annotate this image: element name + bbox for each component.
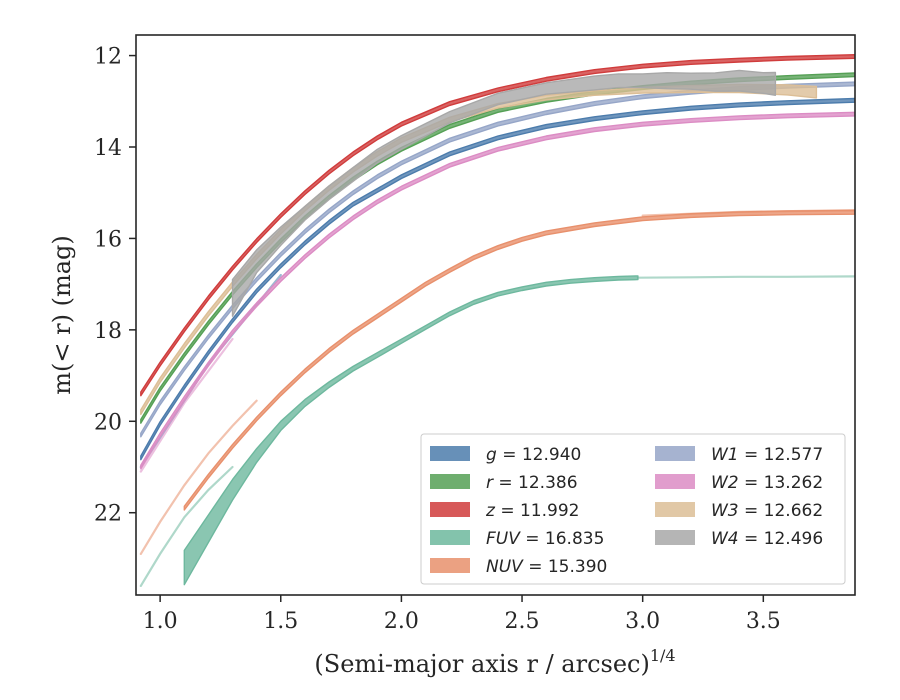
y-tick-label: 18 (94, 319, 122, 344)
legend-label-r: r = 12.386 (486, 473, 578, 493)
extrapolation-line-fuv-1 (139, 465, 234, 588)
legend-swatch-g (430, 446, 470, 461)
legend-label-w2: W2 = 13.262 (711, 473, 823, 493)
legend-box (420, 433, 846, 585)
series-band-w2 (140, 111, 855, 470)
x-tick-label: 1.5 (263, 609, 298, 634)
x-axis-label: (Semi-major axis r / arcsec)1/4 (314, 646, 675, 678)
legend-swatch-w3 (655, 502, 695, 517)
legend-swatch-fuv (430, 530, 470, 545)
series-band-nuv (183, 209, 855, 511)
plot-frame (135, 34, 856, 596)
series-layer (140, 54, 855, 586)
y-tick-label: 16 (94, 227, 122, 252)
y-axis-label: m(< r) (mag) (48, 235, 76, 394)
legend-swatch-r (430, 474, 470, 489)
legend: g = 12.940 r = 12.386 z = 11.992 FUV = 16.8… (420, 433, 846, 585)
legend-label-z: z = 11.992 (485, 501, 579, 521)
legend-label-nuv: NUV = 15.390 (486, 557, 607, 577)
legend-label-w1: W1 = 12.577 (711, 445, 823, 465)
y-tick-label: 12 (94, 45, 122, 70)
series-band-g (140, 97, 855, 461)
legend-swatch-w1 (655, 446, 695, 461)
series-band-z (140, 54, 855, 397)
y-tick-label: 22 (94, 502, 122, 527)
x-tick-label: 2.5 (505, 609, 540, 634)
y-tick-label: 20 (94, 410, 122, 435)
legend-swatch-w2 (655, 474, 695, 489)
x-tick-label: 3.5 (746, 609, 781, 634)
y-tick-label: 14 (94, 136, 122, 161)
legend-swatch-w4 (655, 530, 695, 545)
legend-label-w4: W4 = 12.496 (711, 529, 823, 549)
x-tick-label: 3.0 (625, 609, 660, 634)
legend-label-g: g = 12.940 (486, 445, 581, 465)
series-band-w1 (140, 81, 855, 438)
legend-swatch-nuv (430, 558, 470, 573)
legend-label-fuv: FUV = 16.835 (486, 529, 604, 549)
series-band-w4 (231, 69, 777, 317)
x-tick-label: 1.0 (143, 609, 178, 634)
ticks-layer: 1.0 1.5 2.0 2.5 3.0 3.5 12 14 16 18 20 22 (94, 45, 781, 634)
extrapolation-line-w2-5 (139, 337, 234, 473)
extrapolation-line-nuv-3 (139, 399, 258, 556)
extrapolation-line-fuv-2 (636, 275, 855, 279)
legend-swatch-z (430, 502, 470, 517)
x-tick-label: 2.0 (384, 609, 419, 634)
legend-label-w3: W3 = 12.662 (711, 501, 823, 521)
series-band-fuv (183, 275, 639, 586)
